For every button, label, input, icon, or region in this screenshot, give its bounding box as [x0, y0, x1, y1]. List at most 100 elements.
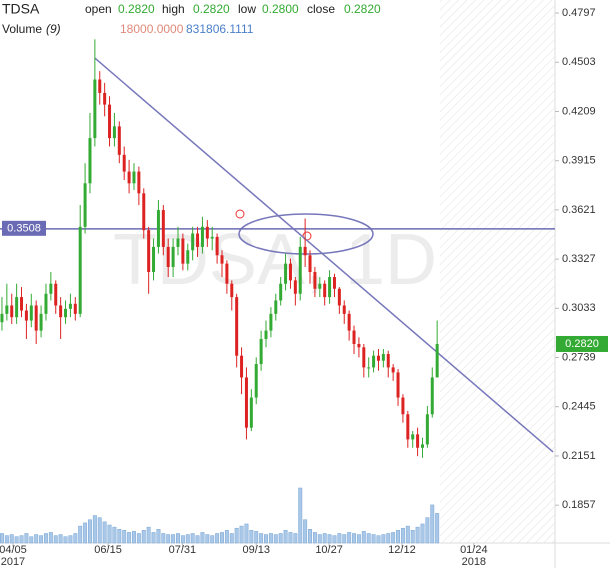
volume-bar	[278, 533, 283, 544]
candle-body	[313, 272, 317, 289]
candle-body	[391, 367, 395, 373]
candle-body	[416, 434, 420, 448]
circle-annotation	[235, 209, 245, 219]
candle-body	[254, 364, 258, 398]
candle-body	[5, 305, 9, 314]
label: (9)	[46, 22, 61, 36]
x-tick-label: 10/27	[315, 544, 343, 556]
candle-body	[191, 233, 195, 251]
volume-bar	[303, 519, 308, 544]
candle-body	[274, 300, 278, 314]
candle-body	[108, 104, 112, 139]
candle-body	[396, 372, 400, 398]
volume-bar	[58, 534, 63, 544]
candle-body	[435, 343, 439, 378]
volume-bar	[107, 524, 112, 544]
y-tick-label: 0.3327	[562, 253, 596, 265]
volume-bar	[127, 532, 132, 544]
volume-bar	[34, 534, 39, 544]
volume-bar	[185, 534, 190, 544]
x-tick-label: 01/24	[460, 544, 488, 556]
candle-body	[215, 236, 219, 256]
volume-bar	[48, 532, 53, 544]
candle-body	[372, 355, 376, 368]
volume-bar	[264, 534, 268, 544]
future-area	[440, 0, 555, 543]
candle-body	[288, 263, 292, 281]
candle-body	[181, 238, 185, 264]
candle-body	[332, 277, 336, 289]
volume-bar	[327, 534, 332, 544]
volume-bar	[146, 526, 151, 544]
volume-bar	[136, 533, 141, 544]
candle-body	[318, 283, 322, 289]
volume-bar	[249, 530, 254, 544]
candle-body	[98, 79, 102, 93]
candle-body	[171, 246, 175, 267]
x-tick-label: 07/31	[169, 544, 197, 556]
volume-bar	[200, 532, 205, 544]
year-label: 2018	[462, 556, 486, 568]
value: 0.2820	[344, 2, 381, 16]
volume-bar	[195, 535, 200, 544]
y-tick-label: 0.1857	[562, 499, 596, 511]
y-tick-label: 0.3621	[562, 204, 596, 216]
candle-body	[0, 313, 4, 323]
label: Volume	[2, 22, 42, 36]
volume-bar	[68, 535, 73, 544]
volume-bar	[171, 534, 176, 544]
candle-body	[249, 397, 253, 428]
candle-body	[122, 154, 126, 172]
label: close	[307, 2, 335, 16]
volume-bar	[293, 533, 298, 544]
volume-bar	[308, 529, 312, 544]
volume-bar	[239, 525, 244, 544]
y-tick-label: 0.4503	[562, 56, 596, 68]
volume-bar	[210, 535, 215, 544]
candle-body	[68, 303, 72, 309]
volume-bar	[166, 534, 171, 544]
candle-body	[240, 355, 244, 378]
volume-bar	[268, 533, 273, 544]
value: 0.2820	[118, 2, 155, 16]
volume-bar	[176, 533, 180, 544]
candle-body	[59, 305, 63, 318]
volume-bar	[141, 530, 146, 544]
x-tick-label: 12/12	[388, 544, 416, 556]
candle-body	[39, 313, 43, 331]
candle-body	[78, 226, 82, 314]
candle-body	[298, 246, 302, 294]
volume-bar	[190, 533, 195, 544]
candle-body	[342, 305, 346, 314]
volume-bar	[366, 533, 371, 544]
volume-bar	[39, 535, 44, 544]
volume-bar	[425, 517, 430, 544]
volume-bar	[88, 519, 92, 544]
volume-bar	[117, 529, 122, 544]
volume-bar	[24, 533, 29, 544]
candle-body	[420, 444, 424, 448]
candle-body	[210, 236, 214, 239]
volume-bar	[376, 535, 381, 544]
candle-body	[29, 305, 33, 321]
volume-bar	[151, 532, 156, 544]
volume-bar	[112, 526, 117, 544]
volume-bar	[386, 533, 391, 544]
candle-body	[303, 246, 307, 256]
volume-bar	[29, 536, 34, 544]
candle-body	[156, 210, 160, 247]
volume-bar	[322, 533, 327, 544]
header: TDSA open 0.2820 high 0.2820 low 0.2800 …	[2, 1, 381, 36]
y-tick-label: 0.2151	[562, 450, 596, 462]
volume-bar	[254, 531, 259, 544]
candle-body	[73, 303, 77, 314]
candle-body	[103, 92, 107, 105]
candle-body	[235, 297, 239, 356]
candle-body	[152, 246, 156, 273]
candle-body	[205, 226, 209, 239]
volume-bar	[400, 527, 405, 544]
volume-bar	[102, 521, 107, 544]
volume-bar	[83, 522, 88, 544]
volume-bar	[298, 487, 303, 544]
